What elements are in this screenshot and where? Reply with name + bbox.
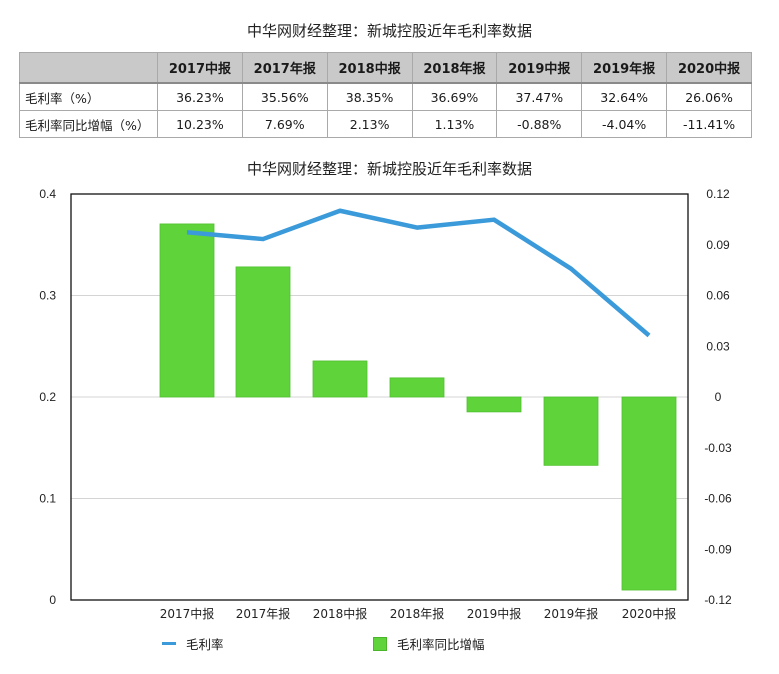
bar <box>621 396 677 591</box>
legend-item-gross-margin: 毛利率 <box>162 634 224 653</box>
left-tick-label: 0 <box>49 593 56 607</box>
left-axis: 0 0.1 0.2 0.3 0.4 <box>39 187 56 607</box>
right-tick-label: 0 <box>715 390 722 404</box>
table-cell: 2.13% <box>326 110 413 138</box>
legend-label: 毛利率 <box>186 637 224 652</box>
x-tick-label: 2019年报 <box>544 606 599 621</box>
line-series-gross-margin <box>186 208 651 338</box>
bar <box>159 223 215 398</box>
right-tick-label: -0.03 <box>704 441 732 455</box>
bar <box>235 266 291 398</box>
legend-label: 毛利率同比增幅 <box>397 637 485 652</box>
left-tick-label: 0.3 <box>39 289 56 303</box>
combo-chart: 0 0.1 0.2 0.3 0.4 0.12 0.09 0.06 0.03 0 -0.03 -0.0… <box>39 187 732 621</box>
legend-item-margin-yoy: 毛利率同比增幅 <box>373 634 485 653</box>
bar <box>389 377 445 398</box>
table-cell: 35.56% <box>241 82 328 111</box>
line-swatch-icon <box>162 642 176 645</box>
right-tick-label: -0.09 <box>704 542 732 556</box>
x-tick-label: 2020中报 <box>622 606 677 621</box>
bar <box>543 396 599 466</box>
plot-frame <box>70 193 689 601</box>
table-cell: -11.41% <box>666 110 752 138</box>
right-tick-label: 0.12 <box>706 187 730 201</box>
x-tick-label: 2018年报 <box>390 606 445 621</box>
table-header-row: 2017中报 2017年报 2018中报 2018年报 2019中报 2019年… <box>19 52 752 84</box>
table-row: 毛利率（%） 36.23% 35.56% 38.35% 36.69% 37.47… <box>19 82 752 111</box>
left-tick-label: 0.2 <box>39 390 56 404</box>
left-tick-label: 0.1 <box>39 492 56 506</box>
bar-series-margin-yoy <box>159 223 677 591</box>
x-tick-label: 2018中报 <box>313 606 368 621</box>
table-cell: 36.69% <box>411 82 498 111</box>
x-tick-label: 2019中报 <box>467 606 522 621</box>
left-tick-label: 0.4 <box>39 187 56 201</box>
x-axis-labels: 2017中报 2017年报 2018中报 2018年报 2019中报 2019年报 2020… <box>160 606 677 621</box>
table-cell: 38.35% <box>326 82 413 111</box>
table-cell: 7.69% <box>241 110 328 138</box>
right-tick-label: -0.06 <box>704 492 732 506</box>
chart-title: 中华网财经整理：新城控股近年毛利率数据 <box>246 160 532 178</box>
table-cell: 32.64% <box>581 82 668 111</box>
row-label-gross-margin: 毛利率（%） <box>19 82 158 111</box>
x-tick-label: 2017中报 <box>160 606 215 621</box>
x-tick-label: 2017年报 <box>236 606 291 621</box>
right-tick-label: 0.06 <box>706 289 730 303</box>
header-2018-annual: 2018年报 <box>411 52 498 84</box>
right-tick-label: 0.09 <box>706 238 730 252</box>
table-cell: 10.23% <box>157 110 243 138</box>
header-2019-interim: 2019中报 <box>496 52 583 84</box>
table-cell: 1.13% <box>411 110 498 138</box>
table-cell: -4.04% <box>581 110 668 138</box>
right-tick-label: -0.12 <box>704 593 732 607</box>
bar <box>466 396 522 413</box>
table-row: 毛利率同比增幅（%） 10.23% 7.69% 2.13% 1.13% -0.8… <box>19 110 752 138</box>
header-corner <box>19 52 158 84</box>
table-cell: -0.88% <box>496 110 583 138</box>
header-2019-annual: 2019年报 <box>581 52 668 84</box>
header-2017-annual: 2017年报 <box>241 52 328 84</box>
header-2018-interim: 2018中报 <box>326 52 413 84</box>
right-axis: 0.12 0.09 0.06 0.03 0 -0.03 -0.06 -0.09 -0.12 <box>704 187 732 607</box>
table-cell: 26.06% <box>666 82 752 111</box>
table-cell: 36.23% <box>157 82 243 111</box>
line-path <box>186 208 651 338</box>
header-2017-interim: 2017中报 <box>157 52 243 84</box>
bar <box>312 360 368 398</box>
margin-data-table: 2017中报 2017年报 2018中报 2018年报 2019中报 2019年… <box>19 52 752 138</box>
table-title: 中华网财经整理：新城控股近年毛利率数据 <box>246 22 532 40</box>
right-tick-label: 0.03 <box>706 339 730 353</box>
header-2020-interim: 2020中报 <box>666 52 752 84</box>
table-cell: 37.47% <box>496 82 583 111</box>
bar-swatch-icon <box>373 636 387 651</box>
row-label-margin-yoy-change: 毛利率同比增幅（%） <box>19 110 158 138</box>
